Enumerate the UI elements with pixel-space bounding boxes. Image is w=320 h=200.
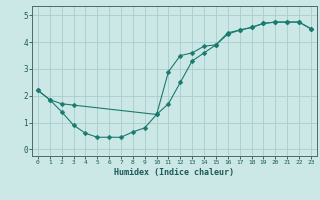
X-axis label: Humidex (Indice chaleur): Humidex (Indice chaleur) bbox=[115, 168, 234, 177]
